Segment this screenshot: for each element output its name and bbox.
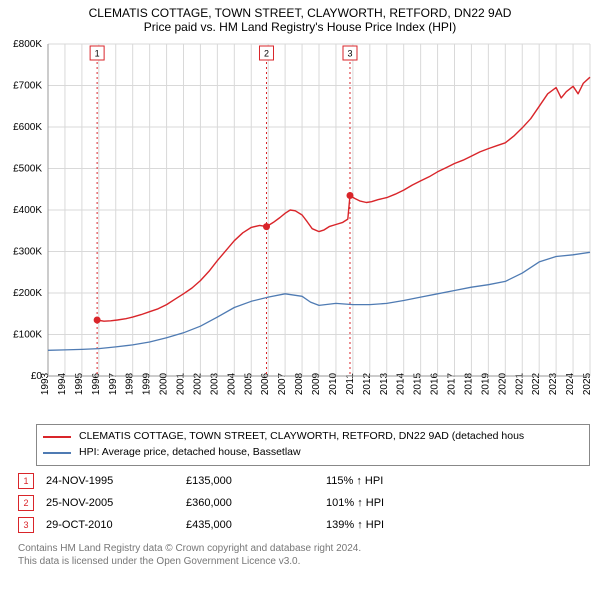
svg-text:£400K: £400K [13, 205, 42, 216]
sale-marker-2: 2 [18, 495, 34, 511]
sale-price: £360,000 [186, 497, 326, 509]
legend-item-blue: HPI: Average price, detached house, Bass… [43, 445, 583, 461]
svg-text:£700K: £700K [13, 81, 42, 92]
sale-date: 25-NOV-2005 [46, 497, 186, 509]
svg-text:£500K: £500K [13, 164, 42, 175]
svg-text:£300K: £300K [13, 247, 42, 258]
sale-row: 1 24-NOV-1995 £135,000 115% ↑ HPI [18, 470, 590, 492]
svg-text:1: 1 [95, 49, 100, 59]
svg-text:£800K: £800K [13, 39, 42, 50]
sale-price: £435,000 [186, 519, 326, 531]
sale-marker-3: 3 [18, 517, 34, 533]
svg-text:2: 2 [264, 49, 269, 59]
sale-row: 3 29-OCT-2010 £435,000 139% ↑ HPI [18, 514, 590, 536]
svg-text:£600K: £600K [13, 122, 42, 133]
sale-price: £135,000 [186, 475, 326, 487]
sale-marker-1: 1 [18, 473, 34, 489]
svg-text:£100K: £100K [13, 330, 42, 341]
svg-text:3: 3 [347, 49, 352, 59]
house-price-chart-card: CLEMATIS COTTAGE, TOWN STREET, CLAYWORTH… [0, 0, 600, 568]
sale-date: 29-OCT-2010 [46, 519, 186, 531]
chart-area: £0£100K£200K£300K£400K£500K£600K£700K£80… [0, 38, 600, 418]
legend-item-red: CLEMATIS COTTAGE, TOWN STREET, CLAYWORTH… [43, 429, 583, 445]
footer-line-2: This data is licensed under the Open Gov… [18, 555, 590, 568]
legend: CLEMATIS COTTAGE, TOWN STREET, CLAYWORTH… [36, 424, 590, 466]
sale-row: 2 25-NOV-2005 £360,000 101% ↑ HPI [18, 492, 590, 514]
sale-date: 24-NOV-1995 [46, 475, 186, 487]
title-line-1: CLEMATIS COTTAGE, TOWN STREET, CLAYWORTH… [4, 6, 596, 20]
chart-svg: £0£100K£200K£300K£400K£500K£600K£700K£80… [0, 38, 600, 418]
sale-table: 1 24-NOV-1995 £135,000 115% ↑ HPI 2 25-N… [18, 470, 590, 536]
legend-swatch-blue [43, 452, 71, 454]
footer: Contains HM Land Registry data © Crown c… [18, 542, 590, 568]
sale-pct: 101% ↑ HPI [326, 497, 446, 509]
footer-line-1: Contains HM Land Registry data © Crown c… [18, 542, 590, 555]
title-line-2: Price paid vs. HM Land Registry's House … [4, 20, 596, 34]
svg-text:£200K: £200K [13, 288, 42, 299]
sale-pct: 115% ↑ HPI [326, 475, 446, 487]
legend-label-blue: HPI: Average price, detached house, Bass… [79, 445, 301, 461]
legend-swatch-red [43, 436, 71, 438]
title-block: CLEMATIS COTTAGE, TOWN STREET, CLAYWORTH… [0, 0, 600, 38]
legend-label-red: CLEMATIS COTTAGE, TOWN STREET, CLAYWORTH… [79, 429, 524, 445]
sale-pct: 139% ↑ HPI [326, 519, 446, 531]
